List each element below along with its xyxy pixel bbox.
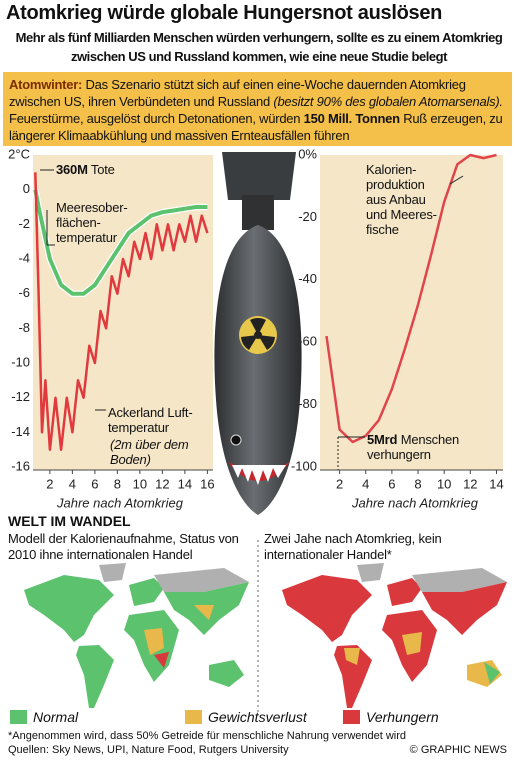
x-tick-label: 12	[463, 476, 477, 491]
annotation: 5Mrd Menschen verhungern	[367, 432, 477, 462]
continent	[282, 575, 372, 642]
intro-segment: (besitzt 90% des globalen Atom­arsenals)…	[273, 94, 503, 109]
legend-label: Verhungern	[366, 709, 439, 725]
intro-segment: 150 Mill. Tonnen	[303, 111, 400, 126]
x-tick-label: 4	[69, 476, 76, 491]
legend-item: Verhungern	[343, 709, 439, 725]
annotation-bold: 5Mrd	[367, 432, 398, 447]
y-tick-label: -80	[298, 396, 317, 411]
region	[402, 632, 422, 655]
world-map-war	[282, 563, 507, 708]
x-tick-label: 14	[178, 476, 192, 491]
footnote: *Angenommen wird, dass 50% Getreide für …	[8, 730, 407, 742]
x-tick-label: 16	[200, 476, 214, 491]
intro-segment: Ruß erzeugen, zu längerer Klimaabkühlung…	[9, 111, 503, 143]
legend-label: Normal	[33, 709, 79, 725]
x-axis-label: Jahre nach Atomkrieg	[351, 495, 479, 510]
intro-segment: Feuerstürme, ausgelöst durch Detonatione…	[9, 111, 301, 126]
maps-heading: WELT IM WANDEL	[8, 513, 131, 529]
region	[144, 628, 164, 655]
radiation-blades	[241, 318, 275, 350]
map-caption: Modell der Kalorienaufnahme, Status von …	[8, 531, 239, 562]
annotation-text: Menschen verhungern	[367, 432, 460, 462]
legend: Normal Gewichtsverlust Verhungern	[0, 709, 515, 729]
continent	[357, 563, 384, 582]
y-tick-label: -60	[298, 334, 317, 349]
y-tick-label: -14	[11, 424, 30, 439]
y-tick-label: -40	[298, 271, 317, 286]
y-tick-label: -100	[291, 458, 317, 473]
x-tick-label: 10	[133, 476, 147, 491]
shark-eye	[230, 434, 242, 446]
title: Atomkrieg würde globale Hungersnot auslö…	[6, 2, 443, 24]
series-label: Meeresober­flächen­temperatur	[56, 200, 128, 245]
y-tick-label: -4	[18, 250, 30, 265]
world-map-2010	[24, 563, 249, 708]
shark-teeth	[232, 465, 286, 485]
region	[484, 662, 500, 684]
connector	[449, 175, 464, 185]
y-tick-label: -10	[11, 354, 30, 369]
legend-item: Normal	[10, 709, 78, 725]
continent	[24, 575, 114, 642]
x-tick-label: 2	[336, 476, 343, 491]
legend-swatch	[10, 710, 27, 724]
sources: Quellen: Sky News, UPI, Nature Food, Rut…	[8, 744, 289, 756]
continent	[76, 645, 114, 708]
annotation-text: Tote	[90, 162, 115, 177]
legend-swatch	[343, 710, 360, 724]
continent	[209, 660, 244, 687]
series-line	[325, 153, 497, 444]
bomb-illustration	[214, 152, 302, 515]
plot-background	[320, 155, 503, 470]
intro-segment: Atomwinter:	[9, 77, 83, 92]
intro-box: Atomwinter: Das Szenario stützt sich auf…	[3, 72, 512, 146]
x-tick-label: 10	[437, 476, 451, 491]
region	[194, 605, 214, 620]
y-tick-label: -16	[11, 458, 30, 473]
annotation: (2m über dem Boden)	[110, 437, 189, 467]
x-tick-label: 6	[388, 476, 395, 491]
continent	[99, 563, 126, 582]
bomb-fin	[222, 152, 296, 200]
series-line	[33, 189, 208, 296]
legend-swatch	[185, 710, 202, 724]
legend-label: Gewichtsverlust	[208, 709, 307, 725]
x-tick-label: 4	[362, 476, 369, 491]
x-tick-label: 8	[414, 476, 421, 491]
bomb-tail	[242, 195, 274, 230]
annotation-bold: 360M	[56, 162, 88, 177]
y-tick-label: -2	[18, 216, 30, 231]
y-tick-label: -12	[11, 389, 30, 404]
y-tick-label: -8	[18, 320, 30, 335]
annotation: 360M Tote	[56, 162, 115, 177]
legend-item: Gewichtsverlust	[185, 709, 307, 725]
subtitle: Mehr als fünf Milliarden Menschen würden…	[15, 30, 503, 64]
series-label: Ackerland Luft­temperatur	[108, 405, 193, 435]
y-tick-label: 2°C	[8, 146, 30, 161]
credit: © GRAPHIC NEWS	[409, 744, 507, 756]
y-tick-label: -20	[298, 209, 317, 224]
intro-segment: Das Szenario stützt sich auf einen eine-…	[9, 77, 466, 109]
y-tick-label: -6	[18, 285, 30, 300]
region	[344, 648, 360, 665]
x-tick-label: 12	[155, 476, 169, 491]
region	[154, 652, 169, 668]
x-tick-label: 6	[91, 476, 98, 491]
x-axis-label: Jahre nach Atomkrieg	[56, 495, 184, 510]
y-tick-label: 0%	[298, 146, 317, 161]
series-label: Kalorien­produktion aus Anbau und Meeres…	[366, 162, 437, 237]
x-tick-label: 8	[114, 476, 121, 491]
y-tick-label: 0	[23, 181, 30, 196]
x-tick-label: 14	[489, 476, 503, 491]
x-tick-label: 2	[46, 476, 53, 491]
map-caption: Zwei Jahe nach Atomkrieg, kein internati…	[264, 531, 442, 562]
series-line	[34, 172, 209, 451]
